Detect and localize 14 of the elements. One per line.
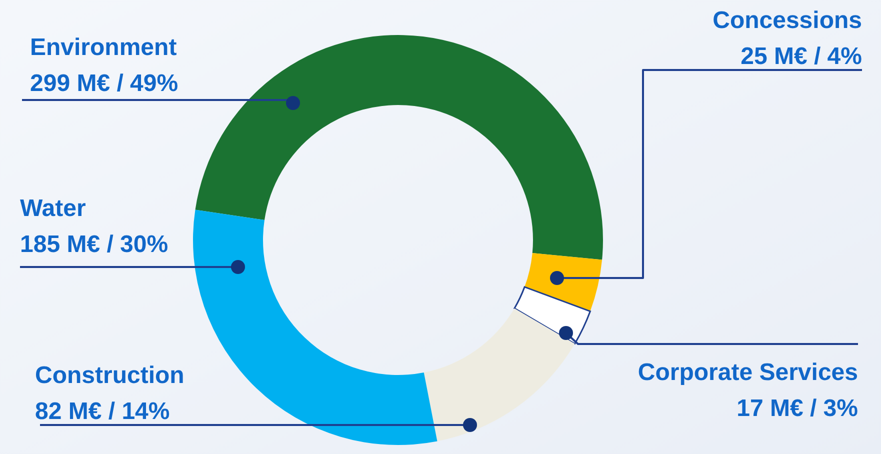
slice-label: Construction [35,362,184,389]
donut-slice [195,35,603,260]
data-label: 299 M€ / 49% [30,70,178,97]
data-label: 25 M€ / 4% [740,43,862,70]
data-label: 17 M€ / 3% [736,395,858,422]
data-label: 185 M€ / 30% [20,231,168,258]
donut-slice [424,308,575,442]
donut-slice [524,253,602,312]
slice-label: Environment [30,34,177,61]
slice-label: Water [20,195,86,222]
slice-label: Corporate Services [638,359,858,386]
data-label: 82 M€ / 14% [35,398,170,425]
donut-slice [193,210,438,445]
slice-label: Concessions [712,7,862,34]
